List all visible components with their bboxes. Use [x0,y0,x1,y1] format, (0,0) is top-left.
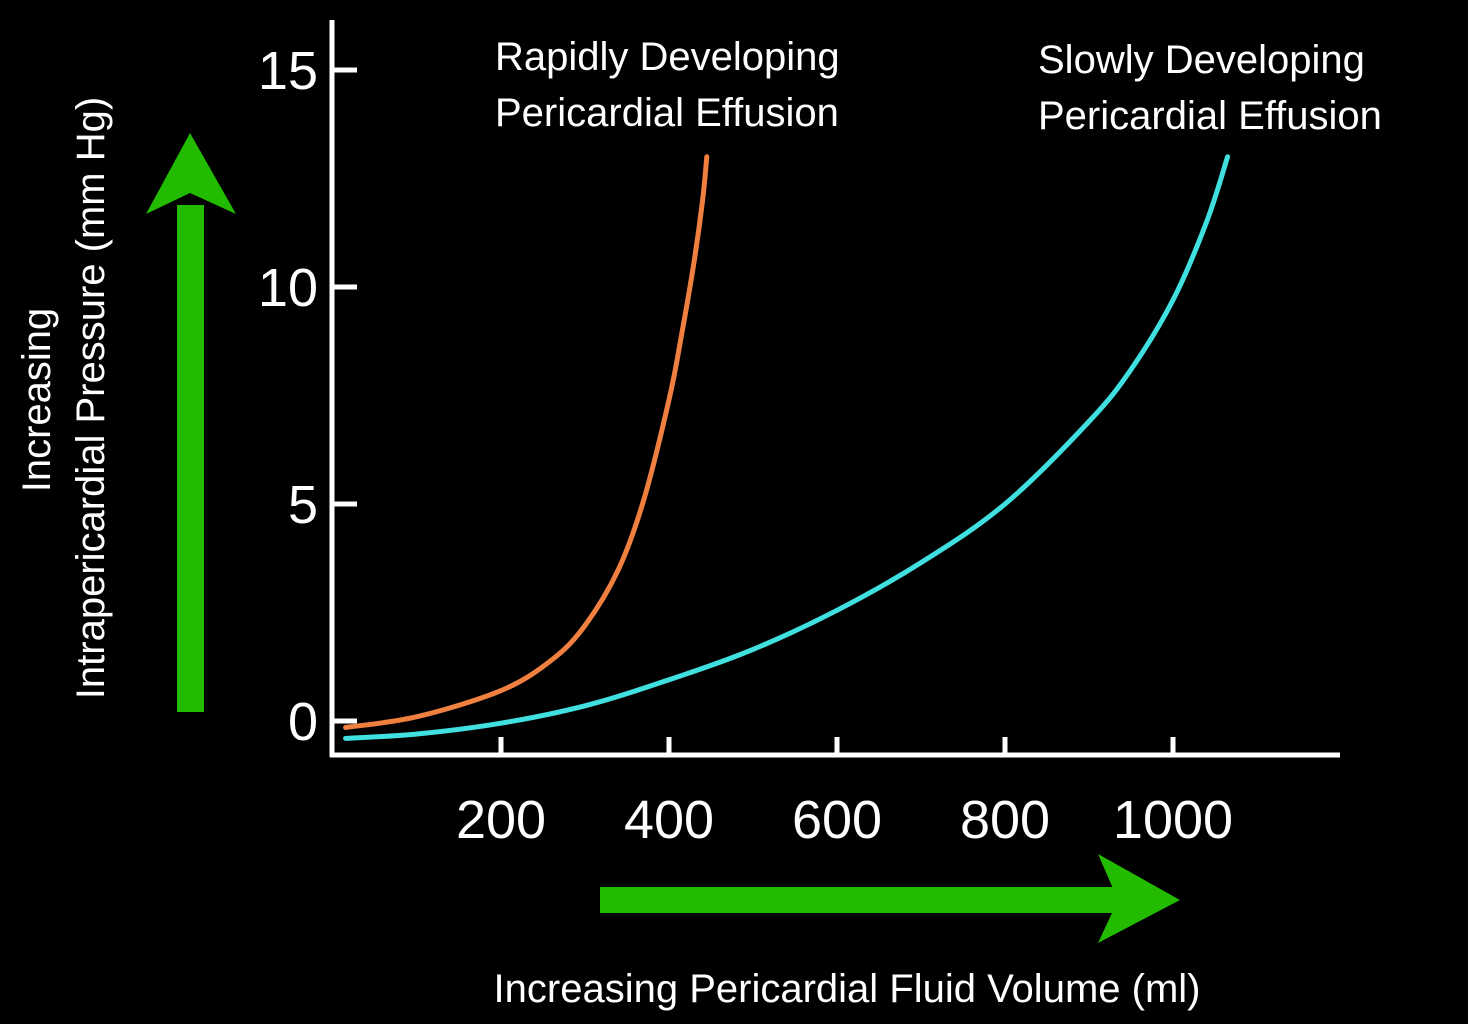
right-arrow-shaft [600,887,1120,913]
rapid-effusion-curve [343,154,710,730]
y-tick-label: 10 [258,258,318,318]
y-tick-label: 0 [288,692,318,752]
right-arrow-head [1098,854,1180,943]
x-tick-label: 200 [456,790,546,850]
x-tick-label: 400 [624,790,714,850]
rapid-annotation-line-1: Rapidly Developing [495,35,840,79]
x-ticks: 200 400 600 800 1000 [456,737,1233,850]
y-tick-label: 5 [288,475,318,535]
up-arrow-head [146,133,236,214]
slow-effusion-curve [343,154,1231,741]
x-tick-label: 800 [960,790,1050,850]
y-axis-label-line-1: Increasing [15,308,59,493]
rapid-annotation-line-2: Pericardial Effusion [495,91,839,135]
slow-annotation-line-1: Slowly Developing [1038,38,1365,82]
y-ticks: 0 5 10 15 [258,41,357,752]
y-tick-label: 15 [258,41,318,101]
x-axis-label: Increasing Pericardial Fluid Volume (ml) [494,967,1201,1011]
increasing-pressure-arrow-icon [146,133,236,712]
x-tick-label: 1000 [1113,790,1233,850]
series-layer [343,154,1231,741]
slow-annotation-line-2: Pericardial Effusion [1038,94,1382,138]
x-tick-label: 600 [792,790,882,850]
increasing-volume-arrow-icon [600,854,1180,943]
up-arrow-shaft [177,205,204,712]
y-axis-label-line-2: Intrapericardial Pressure (mm Hg) [69,97,113,699]
